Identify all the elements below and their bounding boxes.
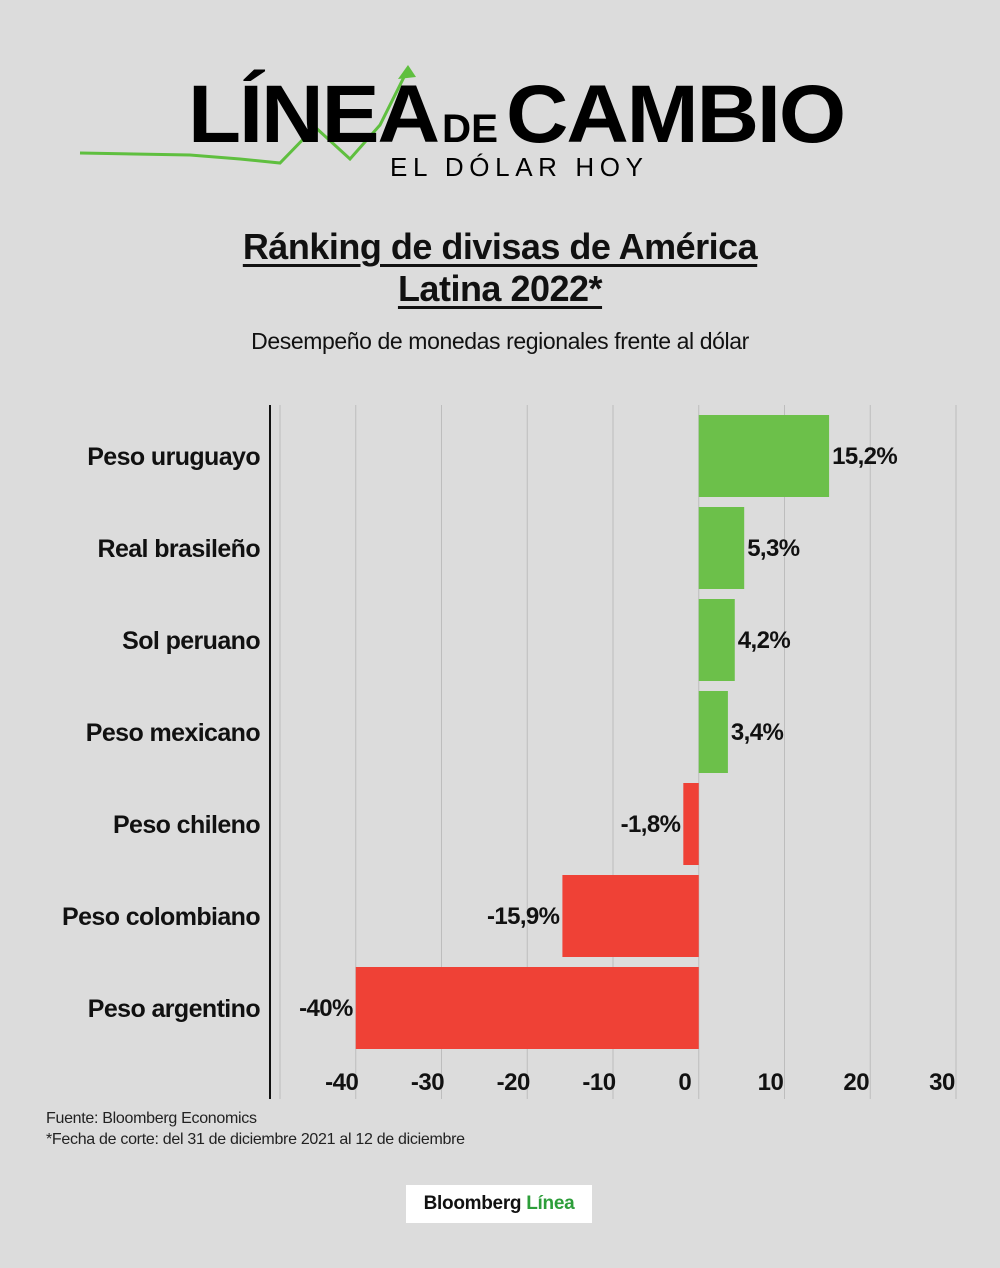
bar [698,507,745,589]
value-label: -15,9% [487,903,560,930]
chart-subtitle: Desempeño de monedas regionales frente a… [251,328,749,354]
logo: LÍNEA DE CAMBIO EL DÓLAR HOY [79,55,870,190]
bar [355,967,699,1049]
category-label: Peso colombiano [62,903,260,931]
value-label: 5,3% [747,535,800,562]
bar-chart: Peso uruguayo 15,2% Real brasileño 5,3% Sol … [62,405,957,1099]
value-label: -40% [299,995,353,1022]
value-label: -1,8% [621,811,681,838]
value-label: 3,4% [731,719,784,746]
logo-trend-arrow-icon [398,65,416,79]
x-tick-label: -30 [411,1069,444,1096]
bar [698,599,735,681]
logo-trend-line [79,68,410,165]
logo-tagline: EL DÓLAR HOY [390,152,650,182]
x-tick-label: 30 [929,1069,955,1096]
bar [562,875,699,957]
value-label: 4,2% [738,627,791,654]
date-note: *Fecha de corte: del 31 de diciembre 202… [46,1131,465,1148]
logo-graphic: LÍNEA DE CAMBIO EL DÓLAR HOY [79,65,846,182]
x-tick-label: -40 [325,1069,358,1096]
brand-name-accent: Línea [526,1193,575,1214]
category-label: Peso argentino [88,995,261,1023]
category-label: Peso uruguayo [87,443,260,471]
bar [698,691,728,773]
category-label: Peso mexicano [86,719,261,747]
chart-title: Ránking de divisas de América Latina 202… [0,226,1000,310]
category-label: Sol peruano [122,627,260,655]
x-tick-label: -20 [497,1069,530,1096]
logo-connector: DE [442,107,498,151]
source-note: Fuente: Bloomberg Economics [46,1110,257,1127]
category-label: Real brasileño [98,535,261,563]
bar [698,415,830,497]
bar [683,783,699,865]
x-tick-label: 0 [678,1069,691,1096]
chart-title-line1: Ránking de divisas de América [242,226,758,267]
logo-main-left: LÍNEA [188,69,439,160]
brand-logo: Bloomberg Línea [406,1185,592,1223]
brand-name: Bloomberg [423,1193,522,1214]
logo-main-right: CAMBIO [506,69,844,160]
chart-title-line2: Latina 2022* [397,268,603,309]
x-tick-label: 10 [758,1069,784,1096]
x-tick-label: 20 [843,1069,869,1096]
value-label: 15,2% [832,443,897,470]
category-label: Peso chileno [113,811,260,839]
x-tick-label: -10 [582,1069,615,1096]
